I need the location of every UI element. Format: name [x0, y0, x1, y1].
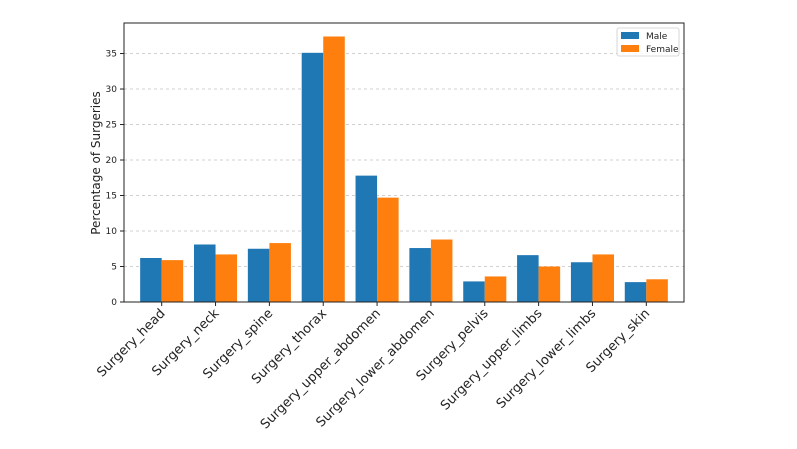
bar-male-surgery-thorax: [301, 52, 324, 302]
y-tick-label: 15: [106, 192, 117, 202]
bar-male-surgery-spine: [247, 248, 270, 302]
bar-female-surgery-upper-abdomen: [377, 197, 399, 302]
bar-male-surgery-neck: [194, 244, 216, 302]
y-tick-label: 0: [111, 298, 117, 308]
bar-male-surgery-upper-limbs: [517, 255, 539, 302]
bar-male-surgery-pelvis: [463, 281, 485, 302]
x-tick-label: Surgery_upper_limbs: [438, 306, 546, 414]
x-axis: Surgery_headSurgery_neckSurgery_spineSur…: [94, 302, 653, 432]
y-tick-label: 10: [106, 227, 118, 237]
legend-label-female: Female: [646, 45, 679, 55]
bar-female-surgery-thorax: [323, 36, 345, 302]
y-axis-title: Percentage of Surgeries: [89, 91, 103, 235]
bar-female-surgery-upper-limbs: [538, 266, 561, 302]
legend-swatch-male: [621, 32, 639, 39]
bar-male-surgery-skin: [624, 282, 647, 302]
plot-frame: [123, 22, 685, 303]
y-tick-label: 20: [106, 156, 118, 166]
legend-label-male: Male: [646, 32, 668, 42]
bar-female-surgery-lower-abdomen: [430, 239, 453, 302]
bar-female-surgery-head: [161, 260, 184, 302]
y-tick-label: 35: [106, 50, 117, 60]
bar-female-surgery-neck: [215, 254, 238, 302]
bar-female-surgery-pelvis: [484, 276, 507, 302]
bar-female-surgery-lower-limbs: [592, 254, 614, 302]
bar-male-surgery-lower-limbs: [570, 262, 593, 302]
legend: Male Female: [616, 27, 680, 57]
bars: [140, 36, 668, 302]
legend-swatch-female: [621, 45, 639, 52]
x-tick-label: Surgery_lower_limbs: [494, 306, 600, 412]
y-axis: 0 5 10 15 20 25 30 35: [106, 50, 124, 308]
y-tick-label: 30: [106, 85, 118, 95]
bar-male-surgery-upper-abdomen: [355, 175, 378, 302]
y-tick-label: 5: [111, 263, 117, 273]
y-tick-label: 25: [106, 121, 117, 131]
grid-lines: [124, 53, 684, 267]
bar-female-surgery-spine: [269, 243, 291, 302]
bar-female-surgery-skin: [646, 279, 668, 302]
bar-male-surgery-lower-abdomen: [409, 248, 431, 302]
bar-male-surgery-head: [140, 257, 162, 302]
